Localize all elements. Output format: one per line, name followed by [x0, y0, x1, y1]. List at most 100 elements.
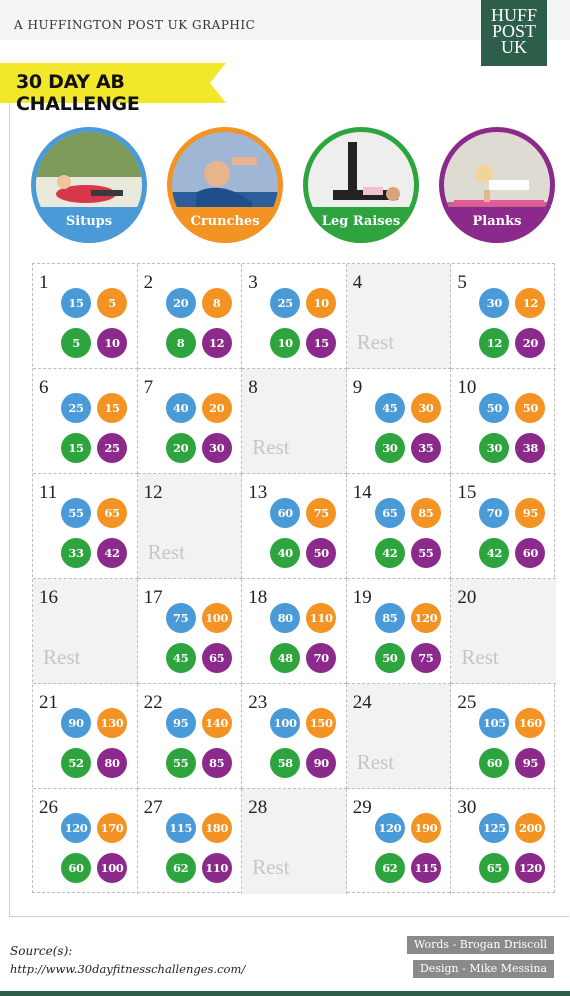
leg-raises-reps-badge: 10: [270, 328, 301, 358]
rest-label: Rest: [461, 645, 499, 669]
day-number: 19: [352, 587, 372, 608]
leg-raises-reps-badge: 40: [270, 538, 301, 568]
exercise-situps: Situps: [31, 127, 147, 243]
day-cell: 28 Rest: [242, 789, 347, 894]
leg-raises-reps-badge: 58: [270, 748, 301, 778]
leg-raises-reps-badge: 62: [374, 853, 405, 883]
planks-reps-badge: 75: [410, 643, 441, 673]
crunches-reps-badge: 120: [410, 603, 441, 633]
exercise-leg-raises: Leg Raises: [303, 127, 419, 243]
crunches-reps-badge: 75: [306, 498, 337, 528]
situps-reps-badge: 120: [374, 813, 405, 843]
exercise-planks: Planks: [439, 127, 555, 243]
leg-raises-reps-badge: 50: [374, 643, 405, 673]
planks-reps-badge: 110: [201, 853, 232, 883]
content-frame: [9, 80, 569, 917]
crunches-reps-badge: 150: [306, 708, 337, 738]
planks-reps-badge: 90: [306, 748, 337, 778]
crunches-reps-badge: 10: [306, 288, 337, 318]
logo-line-1: HUFF: [490, 5, 538, 25]
rest-label: Rest: [252, 855, 290, 879]
situps-reps-badge: 65: [374, 498, 405, 528]
leg-raises-reps-badge: 5: [61, 328, 91, 358]
planks-reps-badge: 50: [306, 538, 337, 568]
day-number: 18: [248, 587, 268, 608]
day-cell: 30 125 200 65 120: [451, 789, 556, 894]
day-number: 15: [457, 482, 477, 503]
crunches-reps-badge: 180: [201, 813, 232, 843]
planks-reps-badge: 115: [410, 853, 441, 883]
huffpost-logo[interactable]: HUFF POST UK: [481, 0, 547, 66]
day-cell: 11 55 65 33 42: [33, 474, 138, 579]
day-cell: 4 Rest: [346, 264, 452, 369]
day-number: 2: [143, 272, 154, 293]
planks-reps-badge: 100: [97, 853, 127, 883]
planks-reps-badge: 120: [515, 853, 546, 883]
rest-label: Rest: [147, 540, 185, 564]
exercise-label: Leg Raises: [303, 207, 419, 243]
crunches-reps-badge: 20: [201, 393, 232, 423]
day-number: 6: [39, 377, 49, 398]
crunches-reps-badge: 140: [201, 708, 232, 738]
day-cell: 5 30 12 12 20: [451, 264, 556, 369]
exercise-label: Planks: [439, 207, 555, 243]
planks-reps-badge: 55: [410, 538, 441, 568]
leg-raises-reps-badge: 52: [61, 748, 91, 778]
day-cell: 20 Rest: [451, 579, 556, 684]
leg-raises-reps-badge: 55: [165, 748, 196, 778]
day-number: 28: [248, 797, 268, 818]
day-cell: 9 45 30 30 35: [346, 369, 452, 474]
day-cell: 21 90 130 52 80: [33, 684, 138, 789]
rest-label: Rest: [356, 330, 395, 354]
situps-reps-badge: 80: [270, 603, 301, 633]
day-number: 22: [143, 692, 163, 713]
day-cell: 24 Rest: [346, 684, 452, 789]
day-cell: 29 120 190 62 115: [347, 789, 452, 894]
situps-reps-badge: 70: [479, 498, 510, 528]
planks-reps-badge: 10: [97, 328, 127, 358]
planks-reps-badge: 80: [97, 748, 127, 778]
day-number: 3: [248, 272, 258, 293]
credit-words: Words - Brogan Driscoll: [406, 936, 554, 954]
header-bar: [0, 0, 570, 40]
source-link[interactable]: http://www.30dayfitnesschallenges.com/: [10, 962, 246, 976]
leg-raises-reps-badge: 15: [61, 433, 91, 463]
title-banner: 30 DAY AB CHALLENGE: [0, 63, 226, 115]
leg-raises-reps-badge: 20: [165, 433, 196, 463]
day-cell: 14 65 85 42 55: [346, 474, 452, 579]
crunches-reps-badge: 160: [515, 708, 546, 738]
day-number: 5: [457, 272, 467, 293]
situps-reps-badge: 75: [165, 603, 196, 633]
crunches-reps-badge: 170: [97, 813, 127, 843]
day-cell: 19 85 120 50 75: [346, 579, 452, 684]
situps-reps-badge: 50: [479, 393, 510, 423]
day-number: 20: [457, 587, 477, 608]
day-number: 21: [39, 692, 58, 713]
crunches-reps-badge: 50: [515, 393, 546, 423]
day-number: 14: [352, 482, 372, 503]
situps-reps-badge: 45: [374, 393, 405, 423]
day-cell: 8 Rest: [242, 369, 347, 474]
day-number: 13: [248, 482, 268, 503]
situps-reps-badge: 105: [479, 708, 510, 738]
day-cell: 7 40 20 20 30: [137, 369, 243, 474]
rest-label: Rest: [252, 435, 290, 459]
day-number: 29: [352, 797, 372, 818]
situps-reps-badge: 30: [479, 288, 510, 318]
exercise-label: Situps: [31, 207, 147, 243]
day-cell: 2 20 8 8 12: [137, 264, 243, 369]
planks-reps-badge: 42: [97, 538, 127, 568]
crunches-reps-badge: 65: [97, 498, 127, 528]
day-number: 1: [39, 272, 49, 293]
leg-raises-reps-badge: 45: [165, 643, 196, 673]
planks-reps-badge: 20: [515, 328, 546, 358]
situps-reps-badge: 95: [165, 708, 196, 738]
leg-raises-reps-badge: 62: [165, 853, 196, 883]
day-number: 12: [143, 482, 163, 503]
header-kicker: A HUFFINGTON POST UK GRAPHIC: [14, 18, 256, 32]
day-cell: 27 115 180 62 110: [138, 789, 243, 894]
logo-line-2: POST: [491, 21, 536, 41]
planks-reps-badge: 30: [201, 433, 232, 463]
day-cell: 1 15 5 5 10: [33, 264, 138, 369]
situps-reps-badge: 90: [61, 708, 91, 738]
